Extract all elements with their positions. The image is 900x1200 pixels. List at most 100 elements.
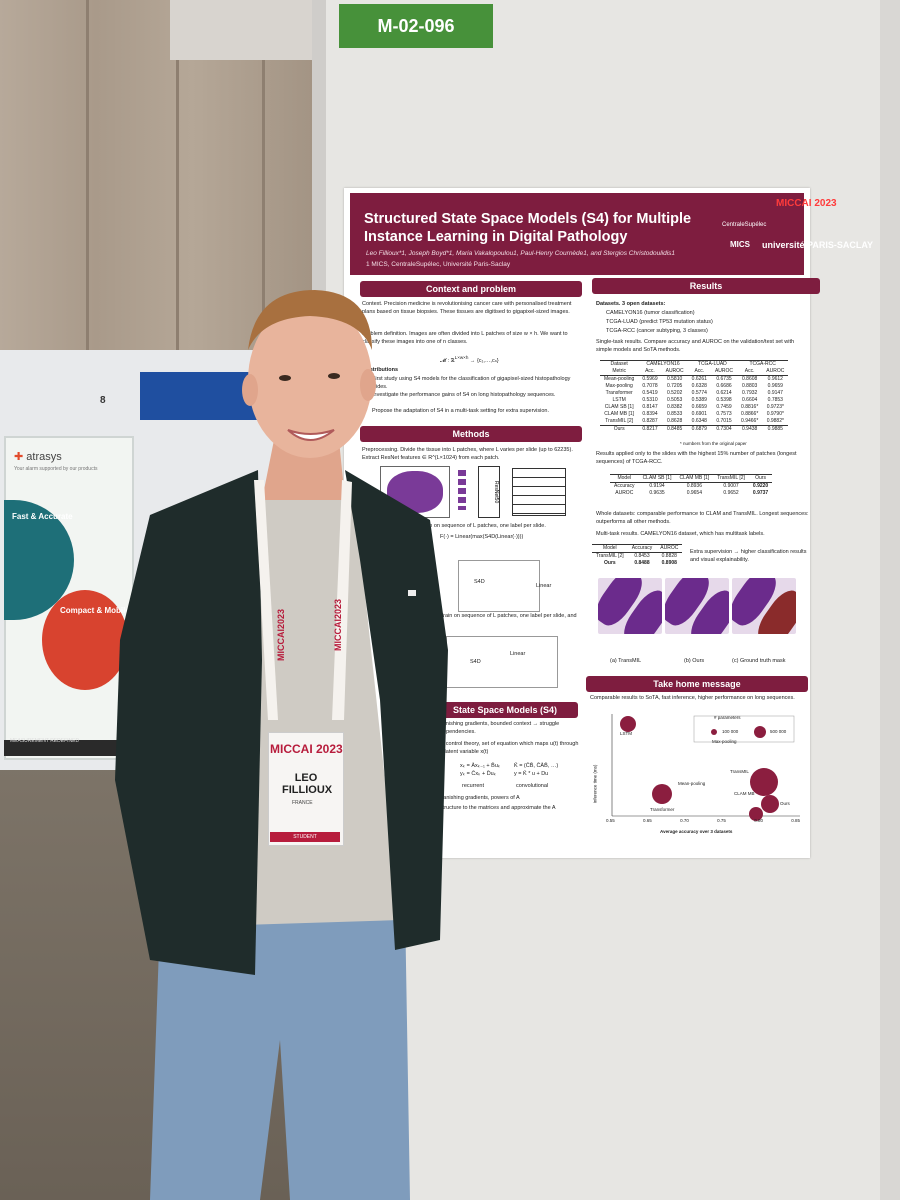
wall-panel-seam — [86, 0, 89, 380]
point-label-lstm: LSTM — [620, 731, 633, 736]
lanyard-text-left: MICCAI2023 — [276, 608, 287, 662]
xtick: 0.70 — [680, 818, 689, 823]
table-row: TransMIL [2] 0.8453 0.8828 — [592, 552, 683, 560]
resnet-block: ResNet50 — [478, 466, 500, 518]
table-cell: 0.6659 — [691, 404, 707, 410]
table-cell: 0.8828 — [656, 552, 683, 560]
table-cell: 0.6879 — [687, 425, 711, 433]
table-cell: 0.7078 — [642, 383, 658, 389]
section-takehome-heading: Take home message — [586, 676, 808, 692]
table-cell: Accuracy — [610, 482, 639, 490]
table-cell: 0.7459 — [716, 404, 732, 410]
problem-formula: 𝓜 : ℝL×w×h → {c₁,…,cₙ} — [440, 355, 499, 364]
xtick: 0.85 — [791, 818, 800, 823]
table-cell: Transformer — [605, 390, 633, 396]
table-cell: 0.9635 — [649, 490, 665, 496]
bubble-legend-title: # parameters — [714, 715, 741, 720]
table-cell: LSTM — [612, 397, 626, 403]
table-cell: 0.8382 — [666, 404, 683, 410]
bubble-xticks: 0.55 0.65 0.70 0.75 0.80 0.85 — [606, 818, 800, 823]
badge-first-name: LEO — [294, 772, 318, 784]
banner-footer — [4, 740, 130, 756]
multi-task-text: Multi-task results. CAMELYON16 dataset, … — [596, 531, 765, 537]
s4-text-3: Vanishing gradients, powers of A — [440, 795, 520, 801]
mics-logo: MICS — [730, 240, 750, 249]
banner-red-shape — [42, 590, 128, 690]
centrale-logo: CentraleSupélec — [722, 222, 767, 228]
left-eye — [279, 375, 291, 381]
lanyard-left — [254, 480, 278, 720]
badge-country: FRANCE — [292, 800, 313, 806]
linear-label-2: Linear — [510, 651, 526, 657]
banner-footer-text: MEASUREMENT REDEFINED — [10, 738, 80, 744]
table-cell: 0.9885 — [762, 425, 789, 433]
table-cell: 0.8908 — [661, 560, 677, 566]
s4-text-1: vanishing gradients, bounded context → s… — [440, 721, 560, 735]
poster-affiliation: 1 MICS, CentraleSupélec, Université Pari… — [366, 261, 511, 268]
table-cell: TransMIL [2] — [605, 418, 633, 424]
s4d-label-2: S4D — [470, 659, 481, 665]
heatmap-ours — [665, 578, 729, 634]
table-cell: AUROC — [615, 490, 634, 496]
results-table-long: Model CLAM SB [1] CLAM MB [1] TransMIL [2] O… — [610, 474, 773, 497]
table-cell: 0.8803 — [742, 383, 758, 389]
table-cell: 0.5389 — [691, 397, 707, 403]
smile — [287, 429, 335, 441]
table-cell: 0.9659 — [767, 383, 783, 389]
point-label-ours: Ours — [780, 801, 790, 806]
right-ear — [360, 369, 376, 401]
table-cell: 0.9882* — [766, 418, 784, 424]
table-cell: 0.6261 — [687, 375, 711, 383]
xtick: 0.55 — [606, 818, 615, 823]
right-eye — [328, 373, 340, 379]
long-seq-text: Results applied only to the slides with … — [596, 451, 797, 465]
table-cell: CLAM MB [1] — [675, 474, 714, 483]
jacket-right — [345, 470, 448, 950]
table-row: TransMIL [2] 0.8287 0.8628 0.6348 0.7015 0.94… — [600, 418, 788, 426]
table-cell: 0.7015 — [716, 418, 732, 424]
table-cell: 0.9147 — [767, 390, 783, 396]
table-cell: 0.9790* — [766, 411, 784, 417]
table-cell: CLAM SB [1] — [638, 474, 676, 483]
xtick: 0.65 — [643, 818, 652, 823]
xtick: 0.80 — [754, 818, 763, 823]
table-cell: 0.5969 — [638, 375, 662, 383]
table-cell: AUROC — [656, 544, 683, 553]
table-cell: 0.7853 — [767, 397, 783, 403]
methods-train-text: Train on sequence of L patches, one labe… — [420, 523, 546, 529]
section-methods-heading: Methods — [360, 426, 582, 442]
table-cell: Mean-pooling — [600, 375, 639, 383]
name-badge — [268, 732, 344, 846]
table-subheader: AUROC — [714, 368, 734, 374]
table-row: Transformer 0.5419 0.5202 0.5774 0.6214 0.793… — [600, 390, 788, 397]
badge-role: STUDENT — [270, 832, 340, 842]
feature-vectors — [512, 468, 566, 516]
table-cell: 0.5310 — [642, 397, 658, 403]
xtick: 0.75 — [717, 818, 726, 823]
table-cell: 0.9652 — [723, 490, 739, 496]
point-label-transformer: Transformer — [650, 807, 675, 812]
sponsor-logo: ✚ atrasys — [14, 451, 62, 463]
contribution-1: First study using S4 models for the clas… — [372, 376, 571, 390]
caption-transmil: (a) TransMIL — [610, 658, 642, 664]
table-cell: Model — [610, 474, 639, 483]
table-cell: 0.9654 — [686, 490, 702, 496]
table-cell: 0.5053 — [666, 397, 683, 403]
table-cell: 0.7205 — [666, 383, 683, 389]
poster-authors: Leo Fillioux*1, Joseph Boyd*1, Maria Vak… — [366, 250, 676, 257]
table-cell: 0.7304 — [710, 425, 738, 433]
multi-task-diagram — [446, 636, 558, 688]
lanyard-right — [332, 480, 352, 720]
badge-name: LEO FILLIOUX — [282, 772, 332, 796]
table-row: CLAM MB [1] 0.8394 0.8533 0.6901 0.7573 0.886… — [600, 411, 788, 418]
universite-logo: université PARIS-SACLAY — [762, 240, 874, 250]
table-cell: Model — [592, 544, 628, 553]
face — [248, 302, 372, 458]
wall-panel-seam — [262, 0, 265, 380]
left-ear — [242, 374, 258, 406]
lanyard-text-right: MICCAI2023 — [333, 598, 344, 652]
heatmap-transmil — [598, 578, 662, 634]
jacket-logo — [408, 590, 416, 596]
table-cell: CLAM SB [1] — [604, 404, 634, 410]
problem-text: Problem definition. Images are often div… — [362, 331, 568, 345]
